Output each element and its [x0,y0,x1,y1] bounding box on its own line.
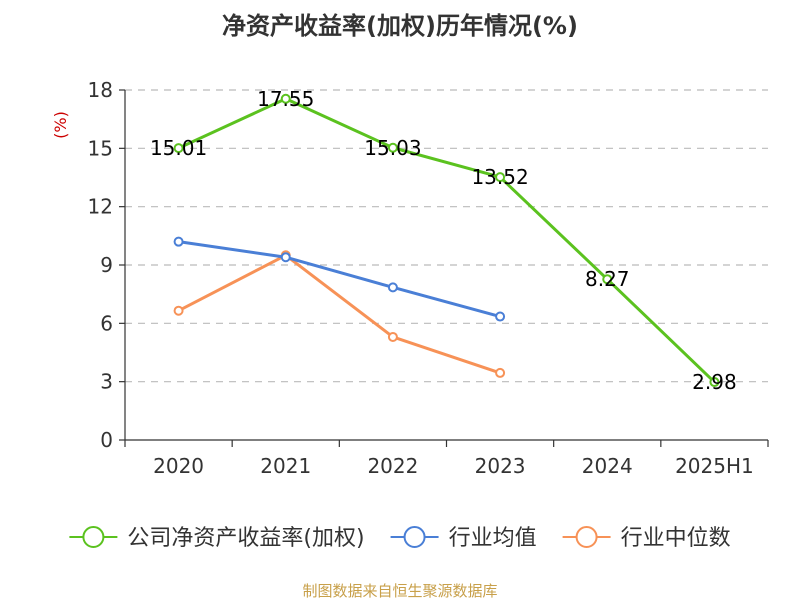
x-tick-label: 2024 [582,454,633,478]
legend-item: 行业中位数 [562,526,731,551]
y-tick-label: 6 [100,311,113,335]
x-tick-label: 2021 [260,454,311,478]
series-lines [173,93,720,388]
series-line [177,253,501,375]
legend-swatch-marker [575,526,598,548]
data-point [495,311,506,322]
data-point [602,274,613,285]
y-axis-unit: (%) [51,111,70,139]
legend-label: 行业中位数 [621,526,731,551]
series-line [178,240,501,318]
data-label: 8.27 [585,267,630,291]
data-point [709,377,720,388]
data-label: 17.55 [257,87,314,111]
legend: 公司净资产收益率(加权) 行业均值 行业中位数 [69,526,731,551]
x-tick-label: 2022 [367,454,418,478]
data-point [495,367,506,378]
legend-label: 行业均值 [449,526,537,551]
legend-label: 公司净资产收益率(加权) [127,526,364,551]
data-label: 2.98 [692,370,737,394]
data-point [173,305,184,316]
legend-swatch-marker [403,526,426,548]
data-point [387,142,398,153]
y-tick-label: 15 [88,136,113,160]
x-tick-label: 2020 [153,454,204,478]
data-point [495,172,506,183]
y-tick-label: 3 [100,370,113,394]
y-tick-label: 12 [88,195,113,219]
grid-lines [125,89,768,383]
y-tick-label: 18 [88,78,113,102]
data-labels: 15.01 17.55 15.03 13.52 8.27 2.98 [150,87,737,394]
data-point [173,236,184,247]
data-label: 15.01 [150,136,207,160]
data-label: 13.52 [471,165,528,189]
source-note: 制图数据来自恒生聚源数据库 [302,582,497,600]
data-point [173,143,184,154]
y-tick-label: 9 [100,253,113,277]
data-point [280,252,291,263]
series-line [177,97,716,384]
data-point [387,331,398,342]
legend-item: 行业均值 [390,526,537,551]
x-tick-label: 2025H1 [675,454,754,478]
axes: 0 3 6 9 12 15 18 2020 2021 2022 2023 2024 2025H1 [88,78,769,478]
data-label: 15.03 [364,136,421,160]
chart-title: 净资产收益率(加权)历年情况(%) [222,12,578,40]
x-tick-label: 2023 [475,454,526,478]
y-tick-label: 0 [100,428,113,452]
data-point [387,282,398,293]
legend-swatch-marker [82,526,105,548]
data-point [280,93,291,104]
legend-item: 公司净资产收益率(加权) [69,526,365,551]
